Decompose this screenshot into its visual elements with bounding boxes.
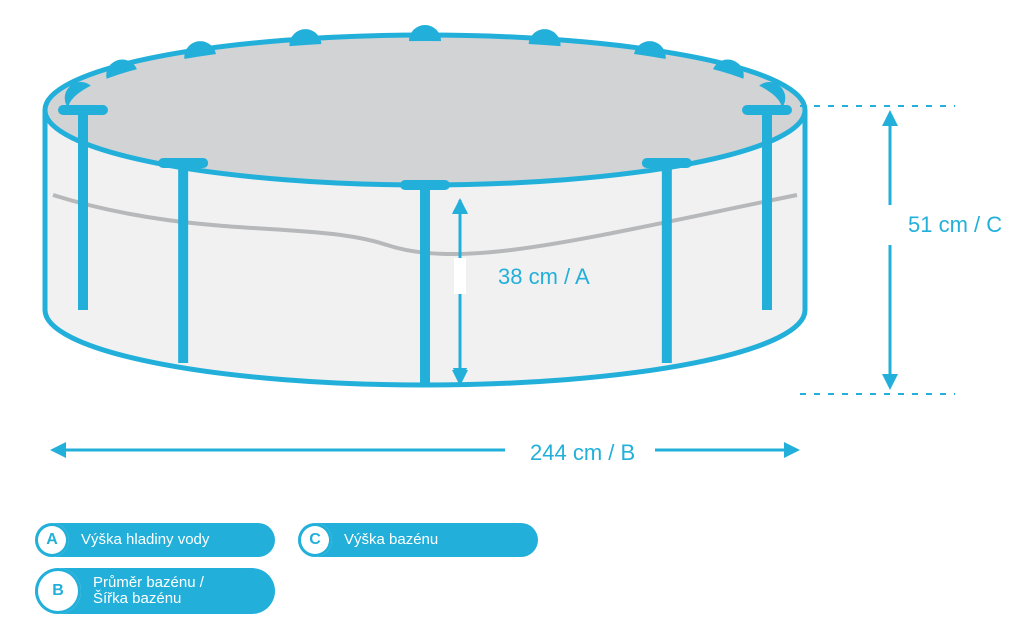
legend-item-a: A Výška hladiny vody <box>35 523 275 557</box>
legend-text-b: Průměr bazénu / Šířka bazénu <box>93 575 204 608</box>
legend-circle-b: B <box>35 568 81 614</box>
legend-text-a: Výška hladiny vody <box>81 532 209 549</box>
legend-text-c: Výška bazénu <box>344 532 438 549</box>
legend-circle-a: A <box>35 523 69 557</box>
diagram-container: 38 cm / A 244 cm / B 51 cm / C A Výška h… <box>0 0 1020 628</box>
legend-item-c: C Výška bazénu <box>298 523 538 557</box>
dim-label-b: 244 cm / B <box>530 440 635 466</box>
dim-label-c: 51 cm / C <box>908 212 1002 238</box>
legend-circle-c: C <box>298 523 332 557</box>
legend-item-b: B Průměr bazénu / Šířka bazénu <box>35 568 275 614</box>
dim-label-a: 38 cm / A <box>498 264 590 290</box>
